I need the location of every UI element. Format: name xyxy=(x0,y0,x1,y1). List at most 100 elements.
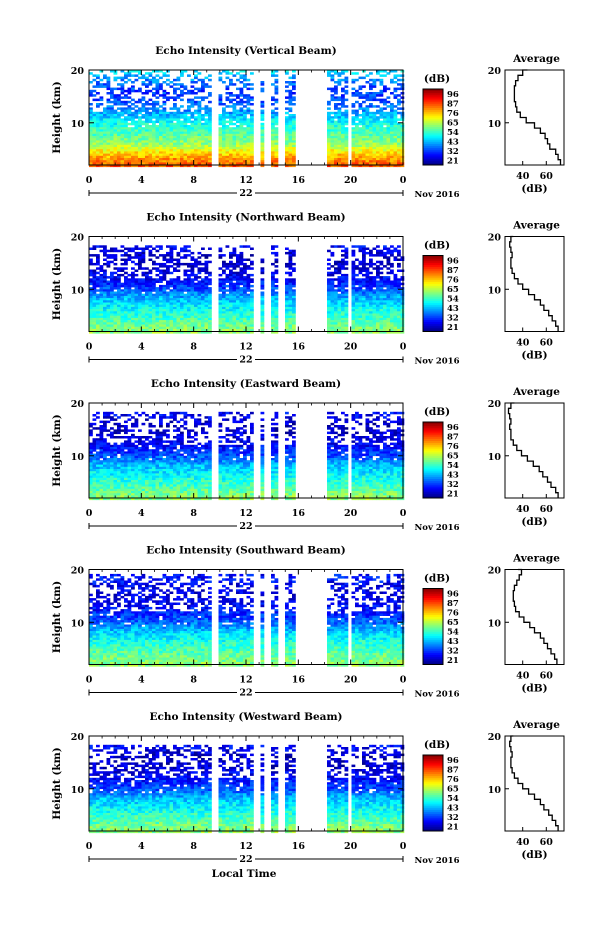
heatmap-cell xyxy=(204,267,209,270)
heatmap-cell xyxy=(393,114,398,117)
heatmap-cell xyxy=(134,304,139,308)
heatmap-cell xyxy=(327,267,331,270)
heatmap-cell xyxy=(141,160,146,163)
colorbar-step xyxy=(423,278,443,281)
heatmap-cell xyxy=(362,131,366,135)
heatmap-cell xyxy=(124,322,128,325)
heatmap-cell xyxy=(218,287,223,290)
heatmap-cell xyxy=(232,111,237,115)
heatmap-cell xyxy=(159,87,163,91)
heatmap-cell xyxy=(288,282,293,286)
heatmap-cell xyxy=(148,287,153,290)
heatmap-cell xyxy=(134,142,139,146)
heatmap-cell xyxy=(138,138,142,141)
heatmap-cell xyxy=(243,317,247,321)
heatmap-cell xyxy=(190,278,195,281)
heatmap-cell xyxy=(218,138,223,141)
heatmap-cell xyxy=(110,105,114,108)
heatmap-cell xyxy=(208,74,212,77)
heatmap-cell xyxy=(376,295,380,299)
heatmap-cell xyxy=(379,271,384,275)
heatmap-cell xyxy=(386,129,391,132)
heatmap-cell xyxy=(232,116,237,119)
heatmap-cell xyxy=(383,116,387,119)
heatmap-cell xyxy=(383,147,387,150)
heatmap-cell xyxy=(369,151,373,154)
heatmap-cell xyxy=(131,331,135,334)
heatmap-cell xyxy=(369,262,373,266)
heatmap-cell xyxy=(120,304,125,308)
heatmap-cell xyxy=(162,291,167,294)
heatmap-cell xyxy=(372,94,377,97)
heatmap-cell xyxy=(131,313,135,316)
heatmap-cell xyxy=(229,280,233,283)
heatmap-cell xyxy=(183,158,188,161)
heatmap-cell xyxy=(141,155,146,159)
heatmap-cell xyxy=(204,147,209,150)
heatmap-cell xyxy=(246,94,251,97)
heatmap-cell xyxy=(162,118,167,121)
heatmap-cell xyxy=(355,94,359,97)
heatmap-cell xyxy=(99,78,104,82)
heatmap-cell xyxy=(176,304,181,308)
heatmap-cell xyxy=(337,116,342,119)
heatmap-cell xyxy=(99,313,104,316)
heatmap-cell xyxy=(285,140,289,143)
heatmap-cell xyxy=(236,129,240,132)
heatmap-cell xyxy=(180,247,184,250)
heatmap-cell xyxy=(218,300,223,303)
heatmap-cell xyxy=(271,144,275,148)
heatmap-cell xyxy=(106,98,111,102)
heatmap-cell xyxy=(229,251,233,255)
heatmap-cell xyxy=(288,127,293,130)
heatmap-cell xyxy=(180,293,184,297)
heatmap-cell xyxy=(127,322,132,325)
heatmap-cell xyxy=(152,313,156,316)
heatmap-cell xyxy=(260,315,265,319)
heatmap-cell xyxy=(390,144,394,148)
heatmap-cell xyxy=(187,116,191,119)
heatmap-cell xyxy=(127,300,132,303)
heatmap-cell xyxy=(393,109,398,113)
heatmap-cell xyxy=(103,162,107,165)
heatmap-cell xyxy=(393,144,398,148)
heatmap-cell xyxy=(271,96,275,99)
heatmap-cell xyxy=(131,289,135,292)
heatmap-cell xyxy=(162,109,167,113)
heatmap-cell xyxy=(232,155,237,159)
x-tick-label: 0 xyxy=(400,175,407,186)
heatmap-cell xyxy=(183,256,188,259)
heatmap-cell xyxy=(243,311,247,314)
colorbar-step xyxy=(423,303,443,306)
heatmap-cell xyxy=(243,302,247,305)
heatmap-cell xyxy=(120,155,125,159)
heatmap-cell xyxy=(134,300,139,303)
heatmap-cell xyxy=(204,144,209,148)
heatmap-cell xyxy=(117,94,121,97)
heatmap-cell xyxy=(288,144,293,148)
heatmap-cell xyxy=(334,87,338,91)
heatmap-cell xyxy=(365,291,370,294)
heatmap-cell xyxy=(246,276,251,279)
heatmap-cell xyxy=(337,245,342,248)
heatmap-cell xyxy=(376,78,380,82)
heatmap-cell xyxy=(225,278,230,281)
heatmap-cell xyxy=(204,111,209,115)
heatmap-cell xyxy=(204,107,209,110)
heatmap-cell xyxy=(243,151,247,154)
heatmap-cell xyxy=(173,300,177,303)
heatmap-cell xyxy=(124,72,128,75)
heatmap-cell xyxy=(383,295,387,299)
heatmap-cell xyxy=(393,284,398,288)
heatmap-cell xyxy=(173,326,177,330)
heatmap-cell xyxy=(225,331,230,334)
heatmap-cell xyxy=(197,324,202,327)
heatmap-cell xyxy=(355,267,359,270)
heatmap-cell xyxy=(222,140,226,143)
heatmap-cell xyxy=(138,251,142,255)
heatmap-cell xyxy=(355,122,359,126)
heatmap-cell xyxy=(225,322,230,325)
heatmap-cell xyxy=(148,89,153,93)
heatmap-cell xyxy=(127,78,132,82)
heatmap-cell xyxy=(327,293,331,297)
